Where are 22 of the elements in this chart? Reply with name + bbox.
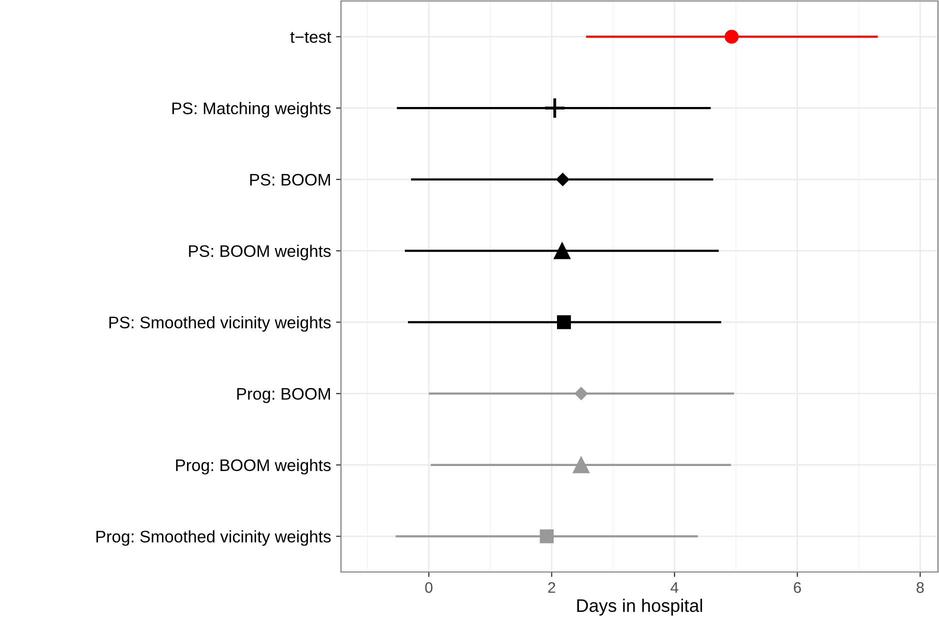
y-tick-label: Prog: BOOM xyxy=(237,388,330,404)
y-tick-label: PS: Smoothed vicinity weights xyxy=(109,316,331,332)
x-axis-title: Days in hospital xyxy=(577,598,702,616)
point xyxy=(572,456,590,474)
point xyxy=(556,172,570,186)
point xyxy=(554,242,570,260)
x-tick-label: 0 xyxy=(425,582,432,593)
y-tick-label: PS: Matching weights xyxy=(172,102,331,118)
point xyxy=(540,529,554,544)
y-tick-label: Prog: Smoothed vicinity weights xyxy=(96,530,331,546)
y-tick-label: PS: BOOM xyxy=(250,174,330,186)
point xyxy=(557,315,571,330)
x-tick-label: 2 xyxy=(548,582,556,593)
point xyxy=(544,96,566,120)
x-tick-label: 8 xyxy=(916,582,924,593)
y-tick-label: Prog: BOOM weights xyxy=(176,458,331,474)
point xyxy=(724,30,739,44)
y-tick-label: t−test xyxy=(290,32,332,43)
x-tick-label: 6 xyxy=(794,582,801,593)
point xyxy=(574,386,588,400)
y-tick-label: PS: BOOM weights xyxy=(189,244,331,260)
x-tick-label: 4 xyxy=(670,582,678,593)
